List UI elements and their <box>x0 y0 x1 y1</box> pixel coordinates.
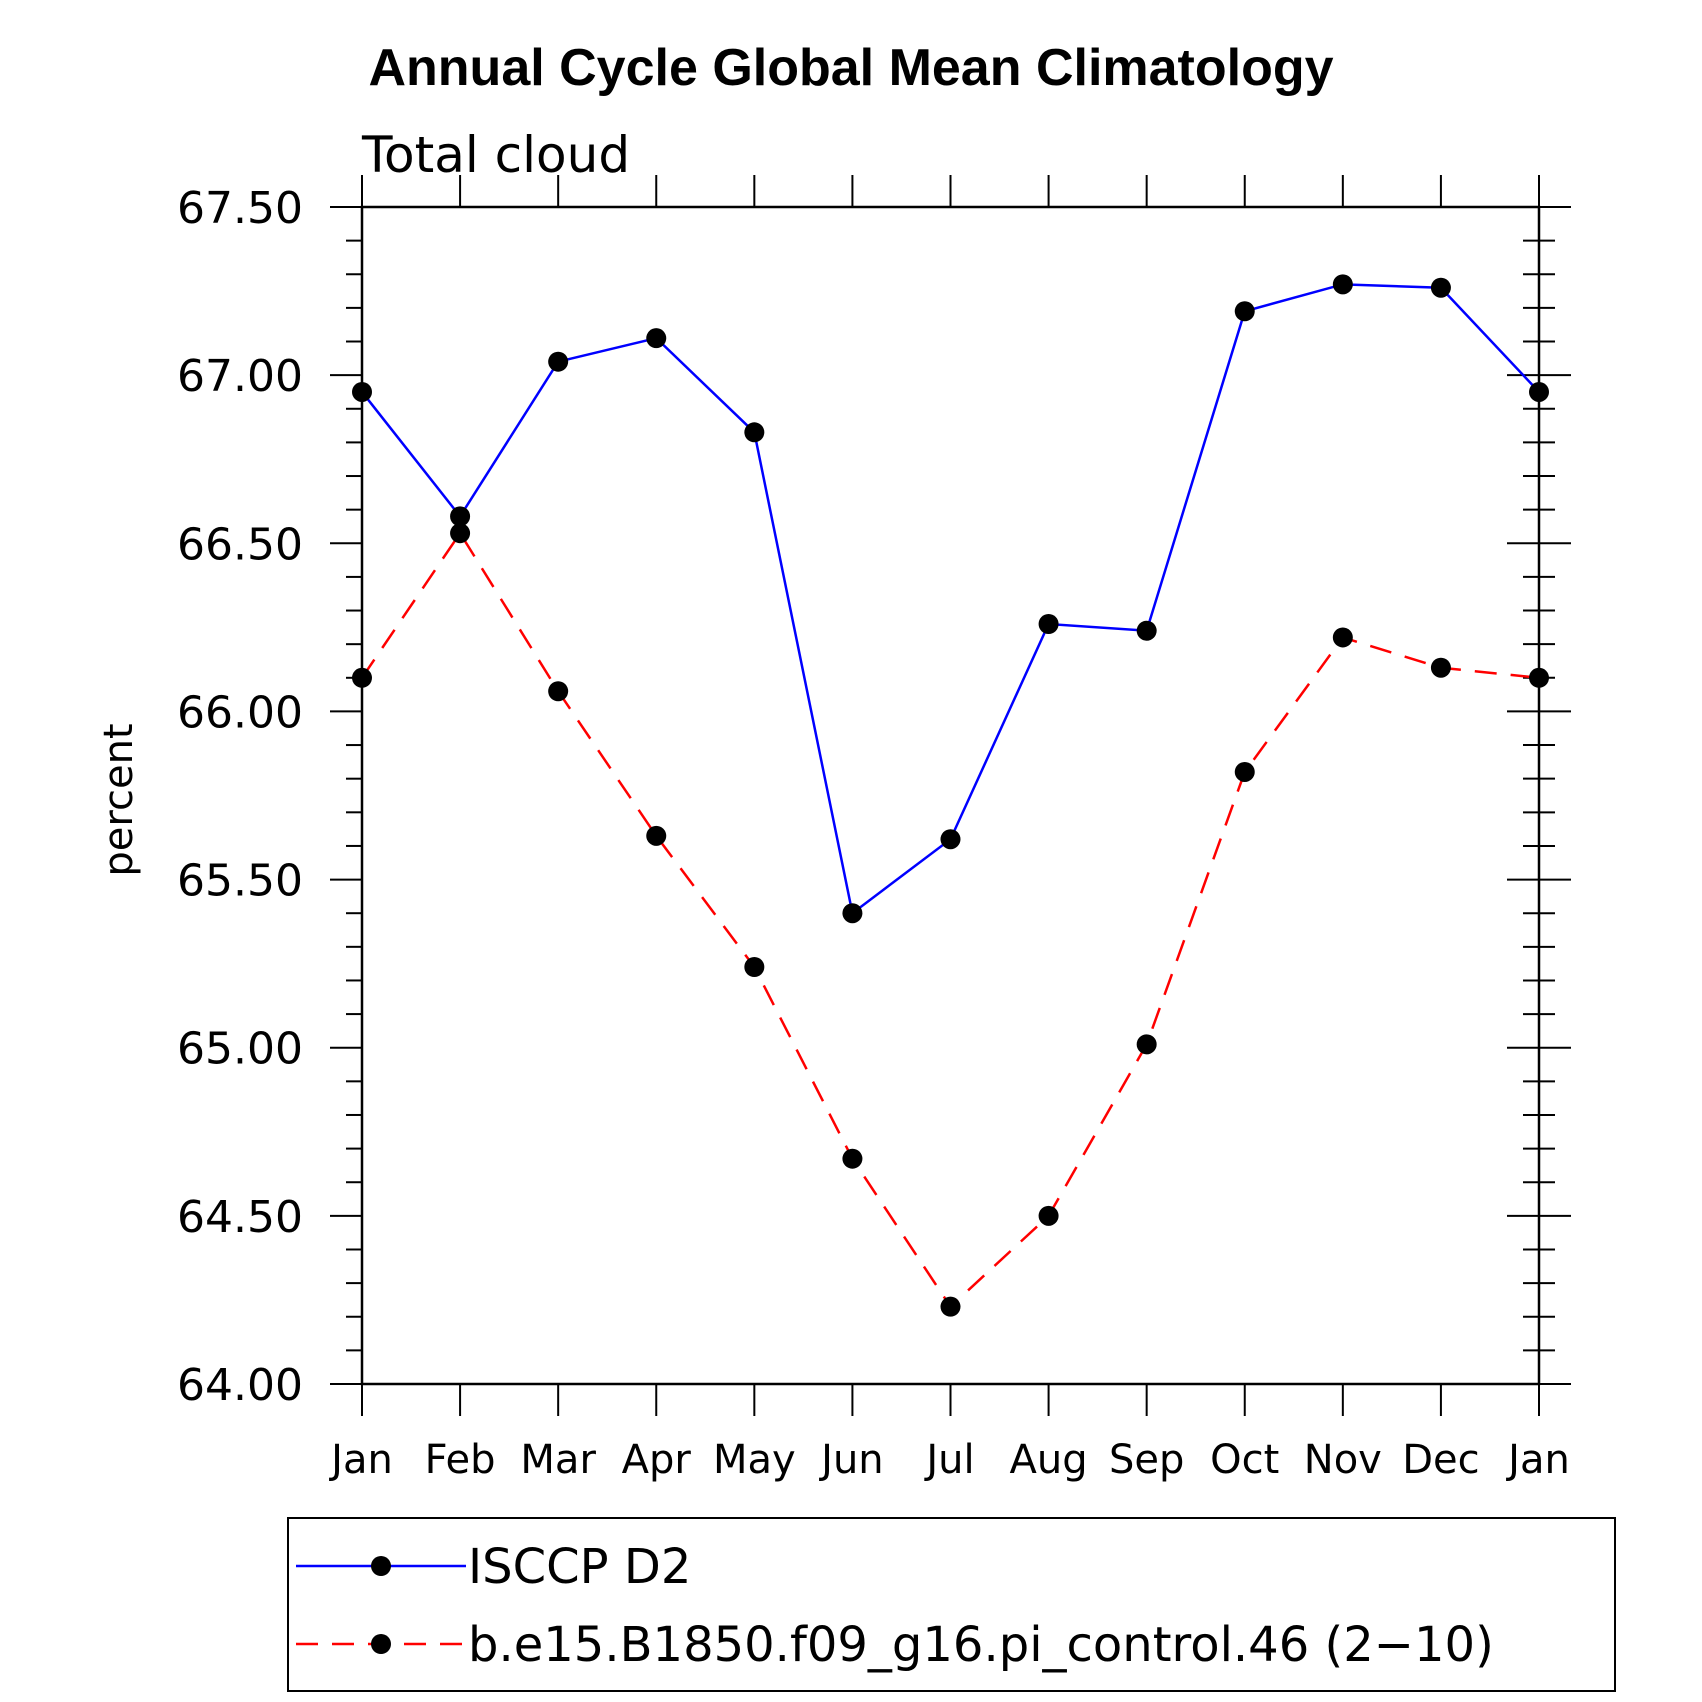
x-tick-label: Oct <box>1210 1437 1279 1483</box>
series-line-2 <box>360 530 1540 1309</box>
series-2-point <box>842 1148 863 1169</box>
series-1-point <box>450 506 471 527</box>
y-tick-label: 64.50 <box>177 1192 303 1243</box>
series-1-point <box>646 328 667 349</box>
x-tick-label: Jan <box>328 1437 393 1483</box>
plot-frame <box>360 205 1541 1386</box>
series-layer <box>352 274 1549 1317</box>
series-1-point <box>940 829 961 850</box>
x-tick-label: Jul <box>923 1437 974 1483</box>
y-tick-label: 66.50 <box>177 519 303 570</box>
chart-subtitle: Total cloud <box>361 126 630 184</box>
series-2-point <box>1430 657 1451 678</box>
series-2-point <box>450 523 471 544</box>
legend-box <box>287 1517 1616 1692</box>
series-2-point <box>1332 627 1353 648</box>
series-2-point <box>1136 1034 1157 1055</box>
x-tick-label: Aug <box>1010 1437 1088 1483</box>
legend-label-2: b.e15.B1850.f09_g16.pi_control.46 (2−10) <box>468 1617 1494 1673</box>
series-line-1 <box>361 283 1540 916</box>
series-1-point <box>1430 277 1451 298</box>
x-tick-label: May <box>713 1437 796 1483</box>
x-tick-label: Mar <box>520 1437 596 1483</box>
y-tick-label: 65.50 <box>177 856 303 907</box>
series-2-point <box>352 667 372 688</box>
y-tick-label: 67.00 <box>177 351 303 402</box>
series-2-point <box>744 957 765 978</box>
x-tick-label: Jun <box>818 1437 884 1483</box>
series-1-point <box>842 903 863 924</box>
y-axis-label: percent <box>96 723 142 876</box>
series-1-point <box>1332 274 1353 295</box>
series-1-point <box>1234 301 1255 322</box>
legend-label-1: ISCCP D2 <box>468 1539 691 1595</box>
x-tick-label: Dec <box>1402 1437 1479 1483</box>
chart-title: Annual Cycle Global Mean Climatology <box>368 39 1333 97</box>
legend: ISCCP D2 b.e15.B1850.f09_g16.pi_control.4… <box>287 1517 1616 1692</box>
series-2-point <box>1234 761 1255 782</box>
y-tick-label: 67.50 <box>177 183 303 234</box>
series-1-point <box>548 351 569 372</box>
y-tick-label: 64.00 <box>177 1360 303 1411</box>
x-tick-label: Apr <box>622 1437 692 1483</box>
series-1-point <box>1529 381 1549 402</box>
series-2-point <box>548 681 569 702</box>
series-2-point <box>1038 1205 1059 1226</box>
series-1-point <box>352 381 372 402</box>
x-tick-label: Sep <box>1109 1437 1184 1483</box>
x-tick-label: Jan <box>1505 1437 1570 1483</box>
legend-marker-2 <box>371 1634 391 1654</box>
series-2-point <box>940 1296 961 1317</box>
y-tick-label: 66.00 <box>177 687 303 738</box>
y-tick-label: 65.00 <box>177 1024 303 1075</box>
legend-marker-1 <box>371 1556 391 1576</box>
y-axis-ticks: 64.00 64.50 65.00 65.50 66.00 66.50 67.00 67.50 <box>177 183 1571 1411</box>
x-tick-label: Feb <box>425 1437 496 1483</box>
series-1-point <box>1136 620 1157 641</box>
x-tick-label: Nov <box>1304 1437 1382 1483</box>
series-2-point <box>1529 667 1549 688</box>
series-1-point <box>744 422 765 443</box>
series-1-point <box>1038 613 1059 634</box>
x-axis-ticks: Jan Feb Mar Apr May Jun Jul Aug Sep Oct Nov Dec Jan <box>328 175 1570 1483</box>
series-2-point <box>646 825 667 846</box>
